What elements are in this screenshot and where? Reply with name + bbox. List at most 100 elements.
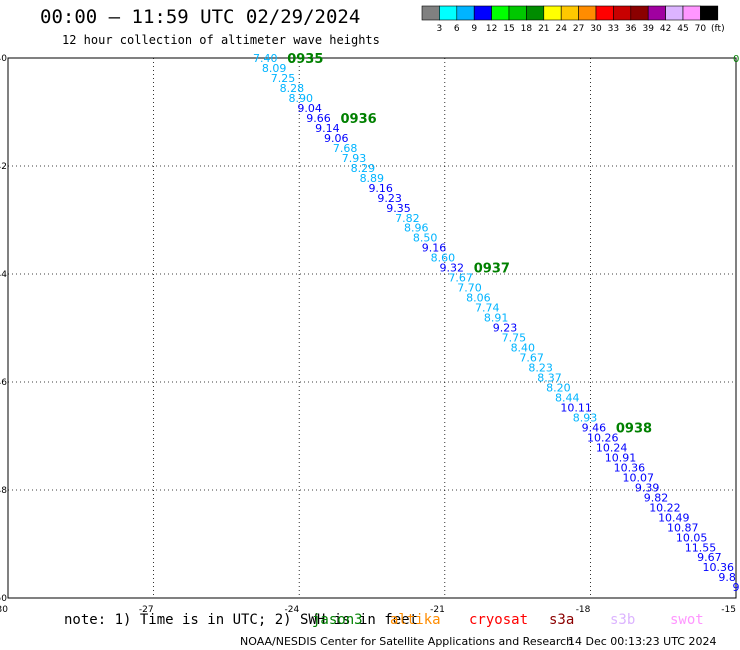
wave-height-label: 9.82 — [644, 491, 669, 504]
wave-height-label: 10.87 — [667, 521, 699, 534]
wave-height-label: 9.04 — [297, 102, 322, 115]
wave-height-label: 8.23 — [528, 362, 553, 375]
wave-height-label: 8.37 — [537, 372, 562, 385]
chart-title: 00:00 — 11:59 UTC 02/29/2024 — [40, 6, 361, 28]
wave-height-label: 10.36 — [702, 561, 734, 574]
time-label: 0936 — [341, 112, 377, 127]
color-scale-label: 70 — [695, 24, 707, 34]
wave-height-label: 9.14 — [315, 122, 340, 135]
footer-timestamp: 14 Dec 00:13:23 UTC 2024 — [568, 635, 717, 648]
footnote: note: 1) Time is in UTC; 2) SWH is in fe… — [64, 612, 419, 628]
legend-item-swot: swot — [670, 612, 704, 628]
wave-height-label: 8.09 — [262, 62, 287, 75]
color-scale-legend: 3 6 9 12 15 18 21 24 27 30 33 36 39 42 45 70 (ft) — [421, 5, 731, 39]
x-tick-label: -27 — [139, 605, 154, 615]
wave-height-label: 7.75 — [502, 332, 527, 345]
wave-height-label: 8.91 — [484, 312, 509, 325]
x-tick-label: -21 — [430, 605, 445, 615]
wave-height-label: 10.07 — [623, 471, 655, 484]
wave-height-label: 7.40 — [253, 52, 278, 65]
wave-height-label: 8.06 — [466, 292, 491, 305]
legend-item-s3a: s3a — [549, 612, 575, 628]
wave-height-label: 10.36 — [614, 461, 646, 474]
color-scale-label: 24 — [555, 24, 567, 34]
wave-height-label: 7.70 — [457, 282, 482, 295]
y-tick-label: -46 — [0, 378, 7, 388]
y-tick-label: -48 — [0, 486, 7, 496]
wave-height-label: 9.35 — [386, 202, 411, 215]
legend-item-altika: altika — [390, 612, 441, 628]
wave-height-label: 7.93 — [342, 152, 367, 165]
y-tick-label: -40 — [0, 54, 7, 64]
wave-height-label: 9.06 — [324, 132, 349, 145]
time-label: 0938 — [616, 421, 652, 436]
color-scale-label: 33 — [608, 24, 619, 34]
wave-height-label: 9.46 — [582, 421, 607, 434]
color-scale-label: 6 — [454, 24, 460, 34]
wave-height-label: 8.29 — [351, 162, 376, 175]
color-scale-svg: 3 6 9 12 15 18 21 24 27 30 33 36 39 42 45 70 (ft) — [421, 5, 725, 34]
wave-height-label: 8.90 — [289, 92, 314, 105]
wave-height-label: 8.28 — [280, 82, 305, 95]
wave-height-label: 9.23 — [493, 322, 518, 335]
wave-height-label: 8.20 — [546, 382, 571, 395]
wave-height-label: 7.67 — [519, 352, 544, 365]
wave-height-label: 8.44 — [555, 391, 580, 404]
wave-height-label: 10.26 — [587, 431, 619, 444]
plot-frame — [7, 57, 737, 599]
legend-item-s3b: s3b — [610, 612, 636, 628]
wave-height-label: 10.49 — [658, 511, 690, 524]
color-scale-label: 9 — [471, 24, 477, 34]
wave-height-label: 9.8 — [718, 571, 736, 584]
wave-height-label: 11.55 — [685, 541, 717, 554]
time-label: 0937 — [474, 262, 510, 277]
color-scale-label: 27 — [573, 24, 584, 34]
color-scale-label: 42 — [660, 24, 671, 34]
color-scale-label: 21 — [538, 24, 549, 34]
y-tick-label: -50 — [0, 594, 7, 604]
x-tick-label: -24 — [284, 605, 299, 615]
wave-height-label: 8.93 — [573, 411, 598, 424]
wave-height-label: 7.25 — [271, 72, 296, 85]
wave-height-label: 10.24 — [596, 441, 628, 454]
legend-item-jason3: jason3 — [312, 612, 363, 628]
wave-height-label: 8.60 — [431, 252, 456, 265]
legend-item-cryosat: cryosat — [469, 612, 529, 628]
time-label: 0935 — [287, 52, 323, 67]
x-tick-label: -30 — [0, 605, 8, 615]
color-scale-label: 45 — [677, 24, 688, 34]
wave-height-label: 10.91 — [605, 451, 637, 464]
wave-height-label: 7.74 — [475, 302, 500, 315]
color-scale-label: 36 — [625, 24, 637, 34]
color-swatch — [700, 5, 719, 21]
wave-height-label: 9.66 — [306, 112, 331, 125]
color-scale-label: 12 — [486, 24, 497, 34]
wave-height-label: 8.40 — [511, 342, 536, 355]
wave-height-label: 9.32 — [440, 262, 465, 275]
footer-credit: NOAA/NESDIS Center for Satellite Applica… — [240, 635, 574, 648]
color-scale-label: 18 — [521, 24, 533, 34]
wave-height-label: 8.96 — [404, 222, 429, 235]
wave-height-label: 8.50 — [413, 232, 438, 245]
edge-marker-label: 0 — [733, 54, 739, 65]
color-scale-label: (ft) — [711, 24, 725, 34]
wave-height-label: 10.22 — [649, 501, 681, 514]
y-tick-label: -42 — [0, 162, 7, 172]
wave-height-label: 9.23 — [377, 192, 402, 205]
wave-height-label: 9.16 — [422, 242, 447, 255]
color-scale-label: 30 — [590, 24, 602, 34]
wave-height-label: 9.39 — [635, 481, 660, 494]
wave-height-label: 10.11 — [560, 401, 592, 414]
x-tick-label: -15 — [721, 605, 736, 615]
wave-height-label: 7.82 — [395, 212, 420, 225]
color-scale-label: 15 — [503, 24, 514, 34]
color-scale-label: 3 — [437, 24, 443, 34]
y-tick-label: -44 — [0, 270, 7, 280]
wave-height-label: 10.05 — [676, 531, 708, 544]
wave-height-label: 9.16 — [368, 182, 393, 195]
wave-height-label: 8.89 — [360, 172, 385, 185]
wave-height-label: 7.67 — [448, 272, 473, 285]
wave-height-label: 9 — [733, 581, 740, 594]
chart-subtitle: 12 hour collection of altimeter wave hei… — [62, 33, 380, 47]
